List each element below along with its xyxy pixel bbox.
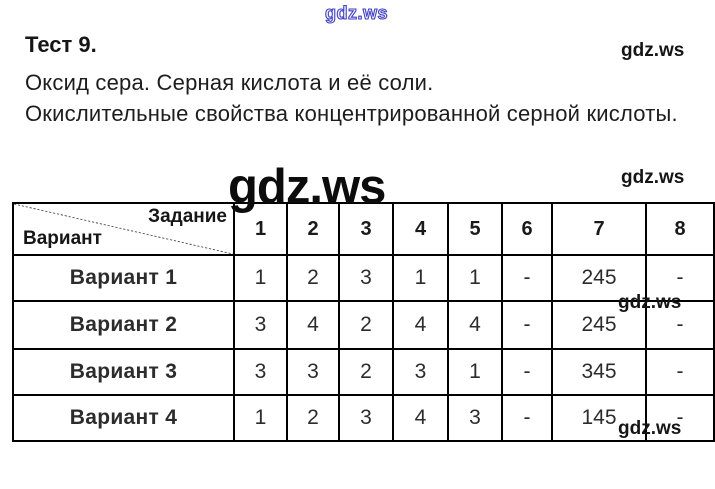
watermark-gdzws-big: gdz.ws: [228, 160, 386, 214]
table-row-variant-2: Вариант 2 3 4 2 4 4 - 245 -: [12, 300, 715, 350]
task-col-header-1: 1: [233, 202, 288, 256]
answer-cell: 3: [286, 348, 340, 396]
corner-variant-label: Вариант: [23, 228, 102, 249]
answer-cell: 2: [338, 348, 394, 396]
answer-cell: 3: [338, 254, 394, 302]
answer-cell: 2: [338, 300, 394, 350]
answer-cell: -: [645, 300, 715, 350]
answer-cell: 1: [392, 254, 449, 302]
row-label: Вариант 2: [12, 300, 235, 350]
watermark-gdzws-right-1: gdz.ws: [621, 40, 685, 61]
answer-cell: 2: [286, 394, 340, 442]
table-row-variant-1: Вариант 1 1 2 3 1 1 - 245 -: [12, 254, 715, 302]
answer-cell: 1: [447, 254, 503, 302]
task-col-header-3: 3: [338, 202, 394, 256]
answer-cell: 245: [551, 254, 647, 302]
table-row-variant-3: Вариант 3 3 3 2 3 1 - 345 -: [12, 348, 715, 396]
watermark-gdzws-right-3: gdz.ws: [618, 292, 682, 313]
answer-cell: 345: [551, 348, 647, 396]
answer-cell: 1: [233, 254, 288, 302]
answer-cell: -: [645, 254, 715, 302]
row-label: Вариант 1: [12, 254, 235, 302]
answer-cell: 4: [447, 300, 503, 350]
corner-cell: Задание Вариант: [12, 202, 235, 256]
answer-cell: 2: [286, 254, 340, 302]
answer-cell: 3: [233, 300, 288, 350]
row-label: Вариант 4: [12, 394, 235, 442]
answer-cell: 3: [392, 348, 449, 396]
subtitle-line-2: Окислительные свойства концентрированной…: [25, 101, 678, 126]
answer-cell: -: [501, 254, 553, 302]
answer-cell: 1: [233, 394, 288, 442]
task-col-header-4: 4: [392, 202, 449, 256]
table-row-variant-4: Вариант 4 1 2 3 4 3 - 145 -: [12, 394, 715, 442]
task-col-header-7: 7: [551, 202, 647, 256]
answer-cell: 245: [551, 300, 647, 350]
task-col-header-2: 2: [286, 202, 340, 256]
answer-cell: 3: [233, 348, 288, 396]
answer-cell: -: [501, 300, 553, 350]
row-label: Вариант 3: [12, 348, 235, 396]
answer-cell: -: [645, 348, 715, 396]
answers-table: Задание Вариант 1 2 3 4 5 6 7 8 Вариант …: [12, 202, 715, 442]
task-col-header-5: 5: [447, 202, 503, 256]
corner-task-label: Задание: [148, 206, 227, 227]
answer-cell: 145: [551, 394, 647, 442]
subtitle-line-1: Оксид сера. Серная кислота и её соли.: [25, 70, 434, 95]
task-col-header-6: 6: [501, 202, 553, 256]
answer-cell: 3: [338, 394, 394, 442]
answer-cell: -: [501, 394, 553, 442]
answer-cell: 4: [392, 300, 449, 350]
table-header-row: Задание Вариант 1 2 3 4 5 6 7 8: [12, 202, 715, 256]
answer-cell: -: [501, 348, 553, 396]
watermark-gdzws-right-4: gdz.ws: [618, 418, 682, 439]
diagonal-divider-line: [14, 204, 233, 254]
watermark-gdzws-top: gdz.ws: [324, 2, 389, 23]
answer-cell: 3: [447, 394, 503, 442]
answer-cell: -: [645, 394, 715, 442]
answer-cell: 4: [286, 300, 340, 350]
watermark-gdzws-right-2: gdz.ws: [621, 167, 685, 188]
answer-cell: 4: [392, 394, 449, 442]
task-col-header-8: 8: [645, 202, 715, 256]
page-title: Тест 9.: [25, 32, 97, 57]
answer-cell: 1: [447, 348, 503, 396]
